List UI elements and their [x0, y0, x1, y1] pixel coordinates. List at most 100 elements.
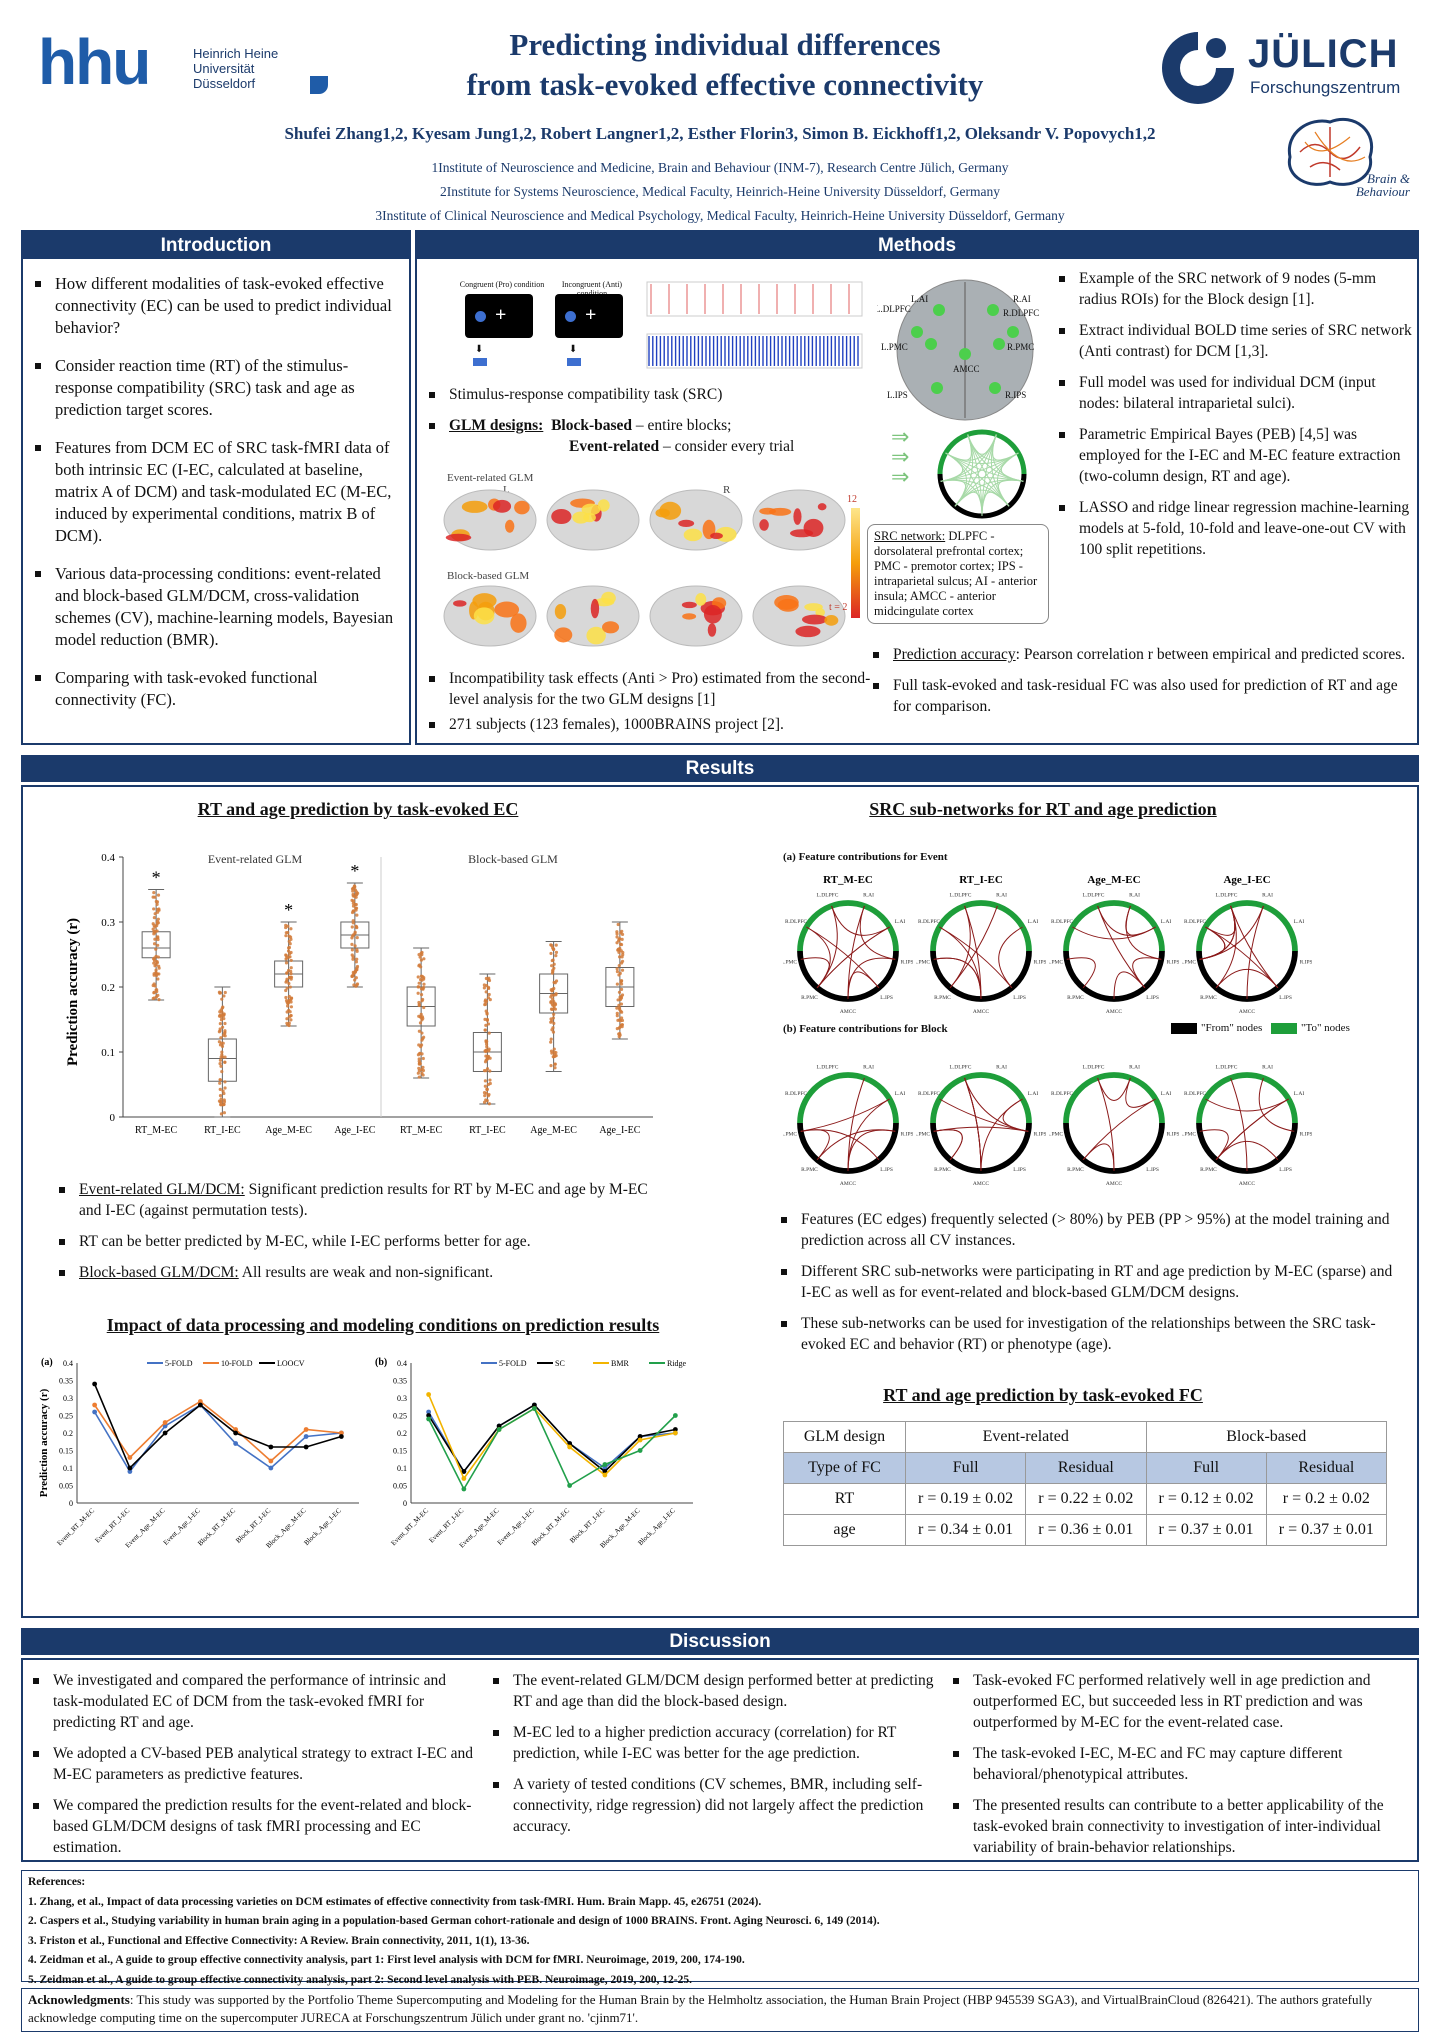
box-point: [154, 971, 158, 975]
box-point: [417, 981, 421, 985]
glm-bullet: GLM designs: Block-based – entire blocks…: [423, 415, 863, 457]
series-point: [92, 1381, 98, 1387]
series-point: [233, 1430, 239, 1436]
intro-item: How different modalities of task-evoked …: [29, 273, 399, 339]
box-point: [488, 1078, 492, 1082]
accuracy-label: Prediction accuracy: [893, 646, 1016, 663]
activation-blob: [682, 613, 697, 620]
node-label: R.AI: [1262, 1065, 1273, 1071]
x-tick-label: RT_M-EC: [135, 1125, 178, 1136]
event-glm-brains: [443, 489, 846, 551]
box-point: [419, 1012, 423, 1016]
discussion-item: A variety of tested conditions (CV schem…: [487, 1774, 935, 1837]
box-point: [422, 1035, 426, 1039]
box-point: [218, 1094, 223, 1098]
x-tick-label: RT_I-EC: [469, 1125, 506, 1136]
discussion-col-3: Task-evoked FC performed relatively well…: [947, 1670, 1417, 1868]
box-point: [615, 982, 619, 986]
box-point: [554, 950, 559, 954]
box-point: [220, 1050, 224, 1054]
glm-event: Event-related: [569, 438, 660, 455]
subnet-results-list: Features (EC edges) frequently selected …: [775, 1209, 1395, 1365]
authors-text: Shufei Zhang1,2, Kyesam Jung1,2, Robert …: [284, 124, 1156, 143]
box-point: [615, 935, 619, 939]
ec-edge: [800, 957, 830, 989]
node-label: R.IPS: [901, 1131, 913, 1137]
task-label-pro: Congruent (Pro) condition: [459, 280, 545, 289]
box-point: [620, 1018, 625, 1023]
series-point: [303, 1427, 309, 1432]
ec-edge: [1230, 905, 1279, 989]
box-point: [482, 986, 486, 990]
block-glm-label: Block-based GLM: [447, 570, 530, 582]
box-point: [618, 971, 622, 975]
node-label: L.PMC: [783, 1131, 797, 1137]
box-point: [218, 1043, 223, 1047]
fc-th2: Residual: [1265, 1452, 1388, 1484]
box-point: [156, 955, 160, 959]
src-bullet: Stimulus-response compatibility task (SR…: [423, 384, 863, 405]
series-point: [303, 1434, 309, 1439]
box-point: [619, 1002, 624, 1006]
box-point: [550, 1051, 554, 1055]
activation-blob: [504, 519, 515, 533]
y-tick-label: 0.25: [59, 1412, 73, 1421]
title-line-2: from task-evoked effective connectivity: [466, 67, 984, 102]
box-point: [217, 1030, 221, 1034]
box-point: [418, 978, 423, 982]
subnet-result-item: Features (EC edges) frequently selected …: [775, 1209, 1395, 1251]
y-tick-label: 0.4: [101, 852, 115, 864]
box-point: [615, 930, 619, 934]
box-point: [618, 1025, 622, 1029]
box-point: [222, 1091, 226, 1096]
box-point: [549, 951, 553, 956]
table-cell: r = 0.2 ± 0.02: [1265, 1483, 1388, 1515]
fc-th: GLM design: [783, 1421, 906, 1453]
series-point: [162, 1420, 168, 1425]
hhu-logo: hhu Heinrich Heine Universität Düsseldor…: [38, 30, 328, 102]
activation-blob: [494, 601, 520, 618]
node-label: R.DLPFC: [918, 919, 940, 925]
box-point: [417, 1000, 421, 1005]
sub-network-event-RT_M-EC: RT_M-EC L.DLPFC R.DLPFC L.PMC R.PMC AMCC L.IPS…: [783, 874, 913, 1013]
x-tick-label: Block_Age_I-EC: [636, 1507, 677, 1548]
box-point: [156, 910, 160, 914]
box-point: [617, 963, 621, 968]
ec-result-item: Event-related GLM/DCM: Significant predi…: [53, 1179, 653, 1221]
pro-stimulus: +: [465, 294, 533, 338]
node-label: L.PMC: [783, 959, 797, 965]
box-point: [289, 1018, 293, 1022]
node-label: R.PMC: [801, 995, 818, 1001]
box-point: [552, 947, 556, 951]
box-point: [486, 977, 490, 981]
box-point: [483, 1093, 487, 1098]
box-point: [420, 1015, 425, 1019]
box-point: [483, 1079, 487, 1083]
series-point: [531, 1406, 537, 1411]
box-point: [157, 907, 161, 911]
series-point: [461, 1476, 467, 1481]
sub-network-block-RT_I-EC: L.DLPFC R.DLPFC L.PMC R.PMC AMCC L.IPS R.IPS L.…: [916, 1065, 1046, 1185]
ec-edge: [847, 1077, 865, 1172]
box-point: [219, 1036, 223, 1040]
significance-star: *: [284, 900, 293, 920]
box-point: [351, 919, 355, 923]
box-point: [615, 1006, 619, 1010]
methods-item: Parametric Empirical Bayes (PEB) [4,5] w…: [1053, 424, 1415, 487]
introduction-heading: Introduction: [23, 232, 409, 259]
y-tick-label: 0: [403, 1499, 407, 1508]
box-point: [220, 1069, 224, 1074]
box-point: [154, 968, 158, 972]
node-label: L.IPS: [880, 1167, 893, 1173]
activation-blob: [710, 532, 723, 540]
node-label: L.IPS: [1146, 1167, 1159, 1173]
box-point: [486, 986, 491, 991]
box-point: [289, 958, 293, 963]
discussion-col-2: The event-related GLM/DCM design perform…: [487, 1670, 935, 1847]
fc-item: Full task-evoked and task-residual FC wa…: [867, 675, 1417, 717]
roi-node: [1007, 326, 1019, 338]
box-point: [151, 895, 155, 899]
activation-blob: [510, 613, 527, 633]
node-label: L.DLPFC: [1083, 893, 1105, 899]
sub-network-block-RT_M-EC: L.DLPFC R.DLPFC L.PMC R.PMC AMCC L.IPS R.IPS L.…: [783, 1065, 913, 1185]
